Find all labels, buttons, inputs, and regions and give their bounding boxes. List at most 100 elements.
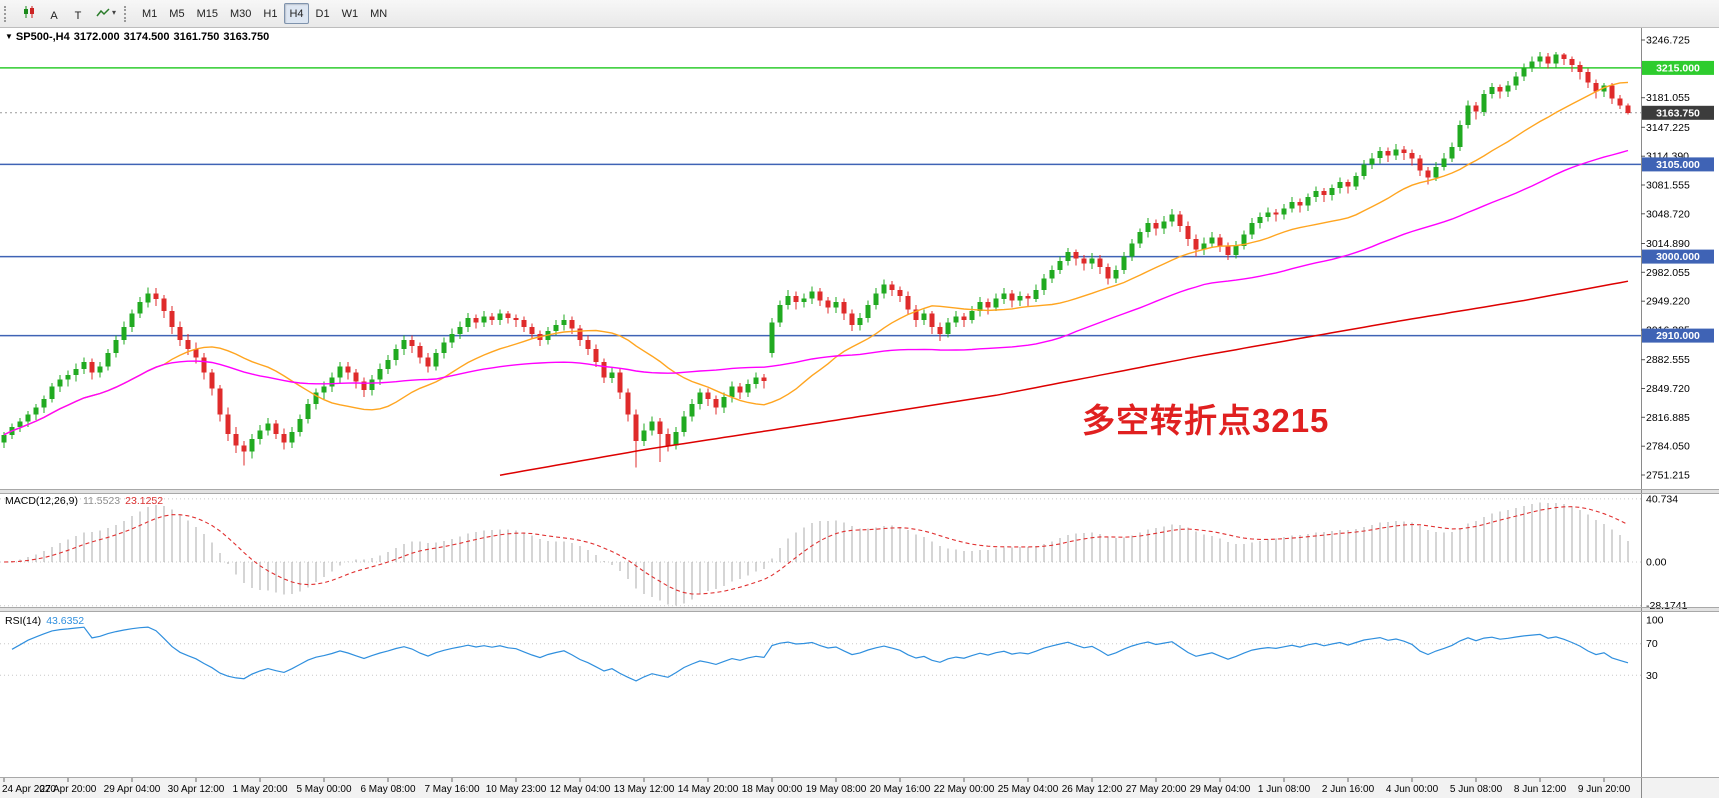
macd-name: MACD(12,26,9): [5, 495, 78, 507]
svg-text:30 Apr 12:00: 30 Apr 12:00: [168, 784, 225, 795]
macd-histogram: [11, 502, 1629, 606]
toolbar-grip[interactable]: [4, 5, 11, 22]
price-axis[interactable]: 3246.7253181.0553147.2253114.3903081.555…: [1641, 28, 1714, 798]
svg-text:6 May 08:00: 6 May 08:00: [360, 784, 415, 795]
price-tag: [1642, 105, 1714, 120]
panel-splitter[interactable]: [0, 490, 1719, 494]
svg-text:4 Jun 00:00: 4 Jun 00:00: [1386, 784, 1439, 795]
chart-toolbar: A T ▾ M1 M5 M15 M30 H1 H4 D1 W1 MN: [0, 0, 1719, 28]
svg-text:1 Jun 08:00: 1 Jun 08:00: [1258, 784, 1311, 795]
horizontal-level-lines[interactable]: [0, 67, 1641, 337]
svg-text:2751.215: 2751.215: [1646, 470, 1690, 482]
svg-text:8 Jun 12:00: 8 Jun 12:00: [1514, 784, 1567, 795]
svg-text:3215.000: 3215.000: [1656, 62, 1700, 74]
svg-text:24 Apr 2020: 24 Apr 2020: [2, 784, 56, 795]
rsi-value: 43.6352: [46, 615, 85, 627]
svg-text:3246.725: 3246.725: [1646, 35, 1690, 47]
panel-splitter-2[interactable]: [0, 608, 1719, 612]
timeframe-button-w1[interactable]: W1: [337, 3, 364, 24]
price-tag: [1642, 249, 1714, 264]
timeframe-button-m1[interactable]: M1: [137, 3, 162, 24]
rsi-panel-plot[interactable]: [0, 612, 1719, 778]
object-marker-icon: ▼: [5, 32, 13, 41]
svg-text:18 May 00:00: 18 May 00:00: [742, 784, 803, 795]
svg-text:30: 30: [1646, 670, 1658, 682]
svg-text:2949.220: 2949.220: [1646, 296, 1690, 308]
svg-text:7 May 16:00: 7 May 16:00: [424, 784, 479, 795]
svg-text:14 May 20:00: 14 May 20:00: [678, 784, 739, 795]
svg-text:26 May 12:00: 26 May 12:00: [1062, 784, 1123, 795]
timeframe-button-h1[interactable]: H1: [258, 3, 282, 24]
svg-text:27 May 20:00: 27 May 20:00: [1126, 784, 1187, 795]
indicator-dropdown[interactable]: ▾: [91, 2, 121, 23]
svg-text:20 May 16:00: 20 May 16:00: [870, 784, 931, 795]
timeframe-button-m15[interactable]: M15: [192, 3, 223, 24]
svg-text:3181.055: 3181.055: [1646, 92, 1690, 104]
toolbar-grip-2[interactable]: [124, 5, 131, 22]
open-value: 3172.000: [73, 31, 120, 43]
rsi-indicator-label: RSI(14) 43.6352: [5, 615, 84, 627]
close-value: 3163.750: [223, 31, 270, 43]
text-label-tool[interactable]: A: [43, 5, 65, 26]
timeframe-button-mn[interactable]: MN: [365, 3, 392, 24]
macd-panel: 40.734 0.00 -28.1741: [0, 493, 1688, 612]
rsi-line: [11, 626, 1629, 682]
rsi-name: RSI(14): [5, 615, 42, 627]
svg-text:3000.000: 3000.000: [1656, 251, 1700, 263]
svg-text:2982.055: 2982.055: [1646, 267, 1690, 279]
macd-indicator-label: MACD(12,26,9) 11.5523 23.1252: [5, 495, 163, 507]
macd-signal-value: 23.1252: [125, 495, 164, 507]
svg-text:3048.720: 3048.720: [1646, 208, 1690, 220]
svg-text:3147.225: 3147.225: [1646, 122, 1690, 134]
timeframe-button-d1[interactable]: D1: [311, 3, 335, 24]
main-chart-plot[interactable]: [0, 28, 1719, 490]
svg-text:27 Apr 20:00: 27 Apr 20:00: [40, 784, 97, 795]
svg-text:0.00: 0.00: [1646, 557, 1667, 569]
svg-text:29 May 04:00: 29 May 04:00: [1190, 784, 1251, 795]
timeframe-button-group: M1 M5 M15 M30 H1 H4 D1 W1 MN: [136, 3, 393, 24]
svg-text:3105.000: 3105.000: [1656, 159, 1700, 171]
price-tag: [1642, 157, 1714, 172]
high-value: 3174.500: [123, 31, 170, 43]
svg-text:13 May 12:00: 13 May 12:00: [614, 784, 675, 795]
symbol-period-label: SP500-,H4: [15, 31, 70, 43]
chart-canvas[interactable]: 3246.7253181.0553147.2253114.3903081.555…: [0, 28, 1719, 798]
svg-text:3163.750: 3163.750: [1656, 107, 1700, 119]
svg-text:9 Jun 20:00: 9 Jun 20:00: [1578, 784, 1631, 795]
svg-text:19 May 08:00: 19 May 08:00: [806, 784, 867, 795]
timeframe-button-h4[interactable]: H4: [284, 3, 309, 24]
slow-ma-line: [499, 280, 1629, 476]
svg-text:40.734: 40.734: [1646, 493, 1678, 505]
text-tool[interactable]: T: [67, 5, 89, 26]
svg-text:12 May 04:00: 12 May 04:00: [550, 784, 611, 795]
svg-text:2 Jun 16:00: 2 Jun 16:00: [1322, 784, 1375, 795]
svg-text:-28.1741: -28.1741: [1646, 600, 1688, 612]
medium-ma-line: [3, 149, 1629, 436]
svg-text:25 May 04:00: 25 May 04:00: [998, 784, 1059, 795]
svg-text:2910.000: 2910.000: [1656, 330, 1700, 342]
chart-ohlc-title: ▼ SP500-,H4 3172.000 3174.500 3161.750 3163.7…: [5, 31, 273, 43]
rsi-panel: 100 70 30: [0, 615, 1664, 682]
candles-layer: [1, 52, 1631, 468]
macd-main-value: 11.5523: [82, 495, 121, 507]
timeframe-button-m5[interactable]: M5: [164, 3, 189, 24]
timeframe-button-m30[interactable]: M30: [225, 3, 256, 24]
svg-text:29 Apr 04:00: 29 Apr 04:00: [104, 784, 161, 795]
candlestick-chart-icon[interactable]: [17, 1, 41, 22]
svg-text:5 Jun 08:00: 5 Jun 08:00: [1450, 784, 1503, 795]
svg-text:5 May 00:00: 5 May 00:00: [296, 784, 351, 795]
svg-text:2849.720: 2849.720: [1646, 383, 1690, 395]
low-value: 3161.750: [173, 31, 220, 43]
price-tag: [1642, 328, 1714, 343]
svg-text:100: 100: [1646, 615, 1664, 627]
svg-text:3081.555: 3081.555: [1646, 180, 1690, 192]
fast-ma-line: [3, 81, 1629, 436]
time-axis-strip[interactable]: [0, 778, 1719, 798]
price-tag: [1642, 60, 1714, 75]
svg-text:3014.890: 3014.890: [1646, 238, 1690, 250]
svg-text:22 May 00:00: 22 May 00:00: [934, 784, 995, 795]
macd-signal-line: [3, 506, 1629, 595]
svg-text:1 May 20:00: 1 May 20:00: [232, 784, 287, 795]
